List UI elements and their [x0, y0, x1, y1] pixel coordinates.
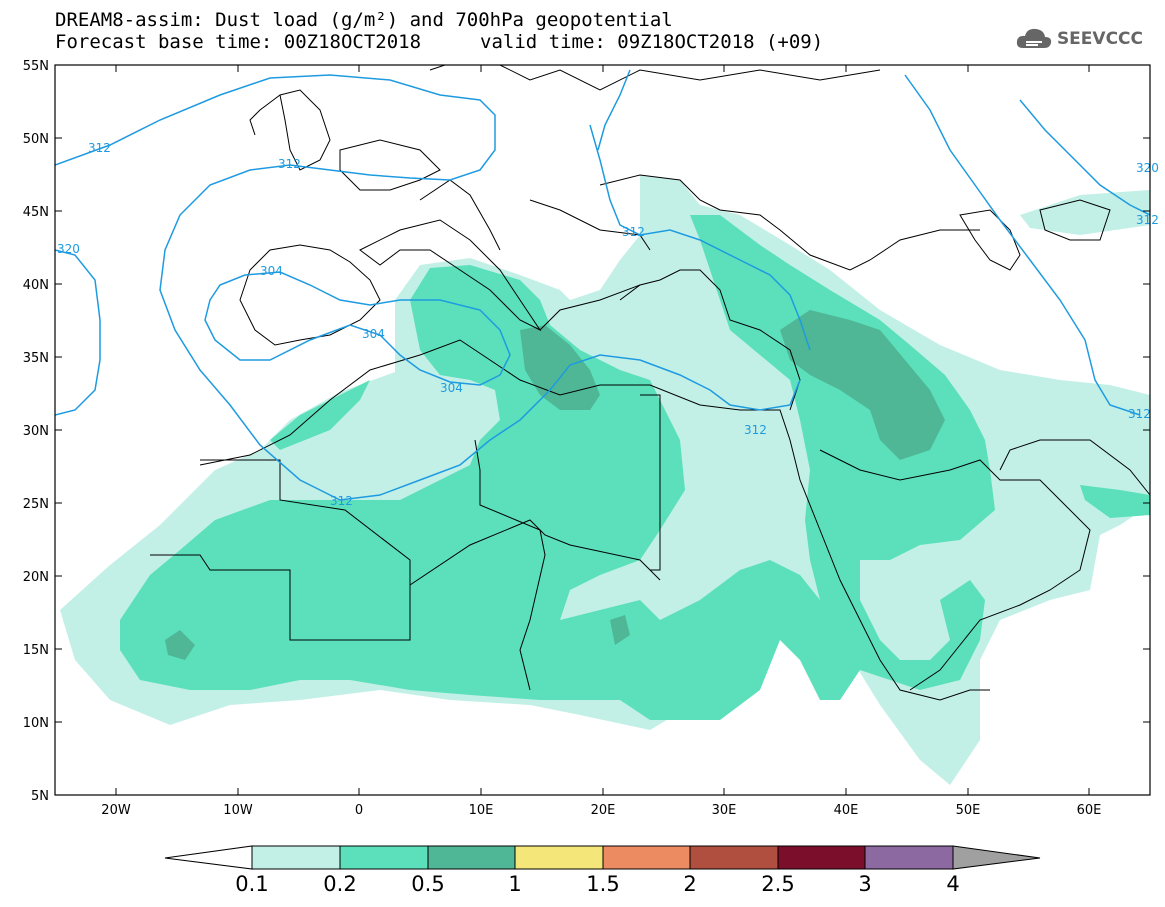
- colorbar-swatch: [689, 845, 779, 870]
- latitude-labels: 55N 50N 45N 40N 35N 30N 25N 20N 15N 10N …: [23, 59, 49, 804]
- lat-label: 5N: [31, 789, 49, 804]
- dust-band-medium: [120, 215, 1150, 720]
- contour-label: 312: [622, 225, 645, 239]
- colorbar-swatch: [602, 845, 691, 870]
- colorbar-high-arrow: [952, 845, 1041, 870]
- lat-label: 20N: [23, 570, 49, 585]
- colorbar-swatch: [427, 845, 516, 870]
- map-title-valid-time: valid time: 09Z18OCT2018 (+09): [480, 31, 824, 53]
- seevccc-logo: SEEVCCC: [1015, 26, 1143, 52]
- coastlines: [150, 65, 1150, 701]
- colorbar-label: 0.2: [323, 872, 357, 896]
- contour-label: 304: [440, 381, 463, 395]
- lat-label: 55N: [23, 59, 49, 74]
- lon-label: 0: [355, 803, 363, 818]
- contour-label: 312: [88, 141, 111, 155]
- geopotential-contours: [55, 69, 1150, 501]
- colorbar: [164, 845, 1041, 870]
- colorbar-swatch: [251, 845, 341, 870]
- lat-label: 45N: [23, 205, 49, 220]
- lon-label: 50E: [956, 803, 981, 818]
- contour-label: 320: [1136, 161, 1159, 175]
- contour-label: 312: [744, 423, 767, 437]
- lat-label: 15N: [23, 643, 49, 658]
- colorbar-label: 2: [683, 872, 697, 896]
- contour-label: 304: [260, 264, 283, 278]
- colorbar-label: 2.5: [761, 872, 795, 896]
- lon-label: 30E: [712, 803, 737, 818]
- lon-label: 40E: [834, 803, 859, 818]
- colorbar-swatch: [339, 845, 429, 870]
- lat-label: 40N: [23, 278, 49, 293]
- colorbar-label: 0.5: [411, 872, 445, 896]
- longitude-labels: 20W 10W 0 10E 20E 30E 40E 50E 60E: [101, 803, 1101, 818]
- dust-shading: [60, 175, 1150, 785]
- colorbar-swatch: [777, 845, 866, 870]
- lat-label: 25N: [23, 497, 49, 512]
- colorbar-label: 1.5: [586, 872, 620, 896]
- colorbar-label: 1: [508, 872, 522, 896]
- lon-label: 10W: [223, 803, 253, 818]
- contour-label: 312: [1128, 407, 1151, 421]
- lat-label: 10N: [23, 716, 49, 731]
- contour-label: 312: [330, 494, 353, 508]
- latitude-axis: [55, 64, 1150, 796]
- longitude-axis: [115, 65, 1090, 795]
- lon-label: 20E: [591, 803, 616, 818]
- lon-label: 60E: [1077, 803, 1102, 818]
- lon-label: 20W: [101, 803, 131, 818]
- colorbar-swatch: [514, 845, 604, 870]
- contour-label: 320: [57, 242, 80, 256]
- colorbar-label: 0.1: [235, 872, 269, 896]
- lat-label: 30N: [23, 424, 49, 439]
- lat-label: 50N: [23, 132, 49, 147]
- lat-label: 35N: [23, 351, 49, 366]
- lon-label: 10E: [469, 803, 494, 818]
- colorbar-swatch: [864, 845, 954, 870]
- dust-band-high: [165, 310, 945, 660]
- contour-label: 312: [278, 157, 301, 171]
- contour-label: 312: [1136, 213, 1159, 227]
- map-title-base-time: Forecast base time: 00Z18OCT2018: [55, 31, 422, 53]
- map-title-line1: DREAM8-assim: Dust load (g/m²) and 700hP…: [55, 9, 673, 31]
- colorbar-low-arrow: [164, 845, 253, 870]
- contour-labels: 312 312 312 312 312 312 304 304 304 320 …: [57, 141, 1159, 508]
- cloud-icon: [1016, 28, 1052, 48]
- colorbar-label: 4: [946, 872, 960, 896]
- contour-label: 304: [362, 327, 385, 341]
- logo-text: SEEVCCC: [1056, 29, 1143, 49]
- colorbar-label: 3: [858, 872, 872, 896]
